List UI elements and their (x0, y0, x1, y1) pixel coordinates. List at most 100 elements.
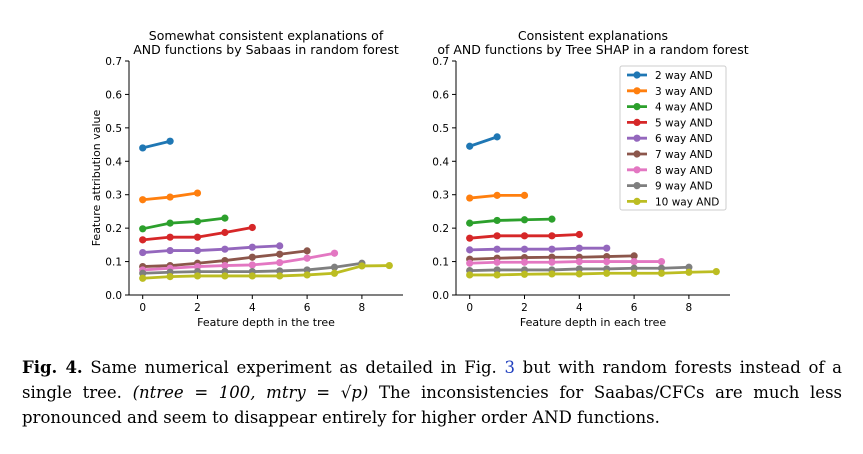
data-point (520, 245, 529, 253)
data-point (603, 244, 611, 252)
data-point (493, 216, 501, 225)
data-point (493, 245, 501, 253)
legend-box (619, 65, 727, 211)
chart-title-line: AND functions by Sabaas in random forest (133, 42, 399, 57)
data-point (575, 265, 583, 273)
data-point (466, 246, 474, 254)
data-point (685, 268, 693, 276)
data-point (221, 256, 229, 265)
series-line (468, 270, 718, 277)
legend-label: 2 way AND (655, 70, 713, 82)
data-point (630, 264, 638, 272)
legend-swatch-marker (633, 182, 641, 190)
legend-swatch-marker (633, 166, 641, 174)
series-line (141, 216, 227, 231)
legend-label: 7 way AND (655, 149, 713, 161)
legend-label: 6 way AND (655, 133, 713, 145)
y-tick-label: 0.2 (105, 223, 122, 235)
data-point (520, 216, 529, 224)
x-tick-label: 4 (576, 302, 583, 314)
data-point (520, 270, 529, 278)
data-point (303, 266, 311, 274)
series-line (141, 264, 391, 280)
data-point (166, 273, 174, 281)
figure-caption: Fig. 4. Same numerical experiment as det… (22, 355, 842, 430)
data-point (630, 269, 638, 277)
series-line (468, 217, 554, 225)
chart-title-line: Consistent explanations (518, 28, 668, 43)
data-point (166, 193, 174, 201)
data-point (276, 242, 284, 250)
data-point (575, 244, 583, 252)
data-point (193, 272, 202, 280)
y-tick-label: 0.3 (432, 190, 449, 202)
x-axis-label: Feature depth in each tree (520, 316, 666, 329)
caption-text-1: Same numerical experiment as detailed in… (82, 358, 505, 377)
data-point (575, 270, 583, 278)
series-line (468, 246, 609, 252)
data-point (493, 258, 501, 266)
data-point (139, 225, 147, 233)
x-tick-label: 6 (631, 302, 638, 314)
data-point (712, 268, 720, 276)
data-point (548, 270, 556, 278)
y-tick-label: 0.1 (432, 257, 449, 269)
legend-swatch-marker (633, 87, 641, 95)
x-tick-label: 2 (521, 302, 528, 314)
data-point (493, 191, 501, 199)
data-point (303, 254, 311, 262)
data-point (466, 194, 474, 202)
data-point (139, 144, 147, 152)
data-point (603, 269, 611, 277)
data-point (166, 233, 174, 241)
x-tick-label: 0 (466, 302, 473, 314)
data-point (657, 269, 666, 277)
data-point (603, 257, 611, 266)
data-point (548, 253, 556, 261)
y-tick-label: 0.4 (432, 156, 449, 168)
data-point (166, 137, 174, 145)
data-point (603, 252, 611, 261)
data-point (221, 228, 229, 237)
caption-math: (ntree = 100, mtry = √p) (132, 383, 369, 402)
caption-figure-link[interactable]: 3 (504, 358, 515, 377)
data-point (248, 253, 256, 261)
data-point (520, 232, 529, 240)
y-tick-label: 0.0 (432, 290, 449, 302)
data-point (466, 259, 474, 267)
data-point (276, 272, 284, 280)
y-tick-label: 0.6 (105, 89, 122, 101)
data-point (385, 261, 393, 270)
series-line (468, 260, 663, 265)
data-point (520, 258, 529, 266)
data-point (221, 272, 229, 280)
legend-label: 10 way AND (655, 196, 719, 208)
x-tick-label: 0 (139, 302, 146, 314)
legend-swatch-marker (633, 134, 641, 142)
y-tick-label: 0.5 (432, 123, 449, 135)
x-axis-label: Feature depth in the tree (197, 316, 335, 329)
y-tick-label: 0.1 (105, 257, 122, 269)
data-point (248, 223, 256, 232)
x-tick-label: 4 (249, 302, 256, 314)
data-point (303, 271, 311, 279)
data-point (493, 133, 501, 141)
data-point (575, 230, 583, 239)
data-point (520, 191, 529, 199)
data-point (221, 245, 229, 253)
data-point (466, 234, 474, 242)
caption-figure-label: Fig. 4. (22, 358, 83, 377)
data-point (248, 272, 256, 280)
caption-text-2: but with random forests instead of a sin… (22, 358, 842, 402)
legend-swatch-marker (633, 71, 641, 79)
data-point (330, 269, 339, 277)
y-tick-label: 0.5 (105, 123, 122, 135)
x-tick-label: 8 (686, 302, 693, 314)
legend-swatch-marker (633, 118, 641, 126)
data-point (630, 252, 638, 260)
series-line (141, 251, 336, 272)
data-point (548, 232, 556, 240)
data-point (139, 196, 147, 204)
data-point (303, 247, 311, 255)
y-tick-label: 0.7 (432, 56, 449, 68)
